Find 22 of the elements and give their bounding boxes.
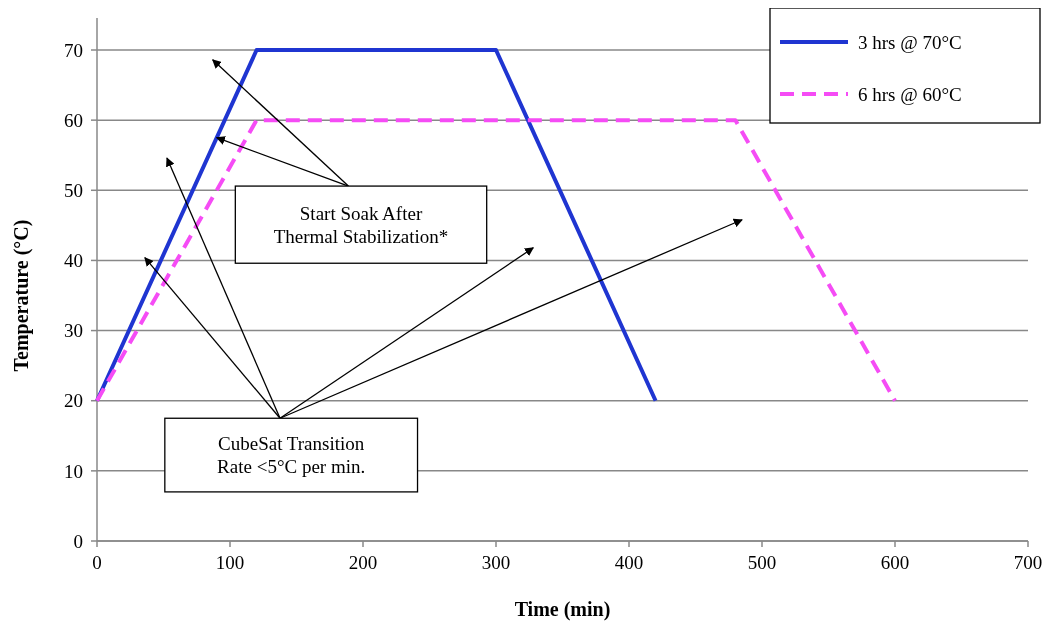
x-tick-label: 700 <box>1013 552 1043 573</box>
x-tick-label: 200 <box>348 552 378 573</box>
y-tick-label: 60 <box>64 109 83 131</box>
y-tick-label: 70 <box>64 39 83 61</box>
annotation: CubeSat Transition Rate <5°C per min. <box>217 433 366 478</box>
y-tick-label: 50 <box>64 179 83 201</box>
x-axis-title: Time (min) <box>514 598 611 621</box>
y-tick-label: 20 <box>64 390 83 412</box>
annotation: Start Soak After Thermal Stabilization* <box>273 202 449 247</box>
y-tick-label: 0 <box>73 530 83 552</box>
y-tick-label: 30 <box>64 320 83 342</box>
x-tick-label: 600 <box>880 552 910 573</box>
x-tick-label: 300 <box>481 552 511 573</box>
legend-label: 3 hrs @ 70°C <box>858 31 962 53</box>
y-axis-title: Temperature (°C) <box>10 219 33 372</box>
x-tick-label: 500 <box>747 552 777 573</box>
legend-label: 6 hrs @ 60°C <box>858 83 962 105</box>
y-tick-label: 10 <box>64 460 83 482</box>
x-tick-label: 400 <box>614 552 644 573</box>
y-tick-label: 40 <box>64 250 83 272</box>
x-tick-label: 100 <box>215 552 245 573</box>
x-tick-label: 0 <box>92 552 102 573</box>
